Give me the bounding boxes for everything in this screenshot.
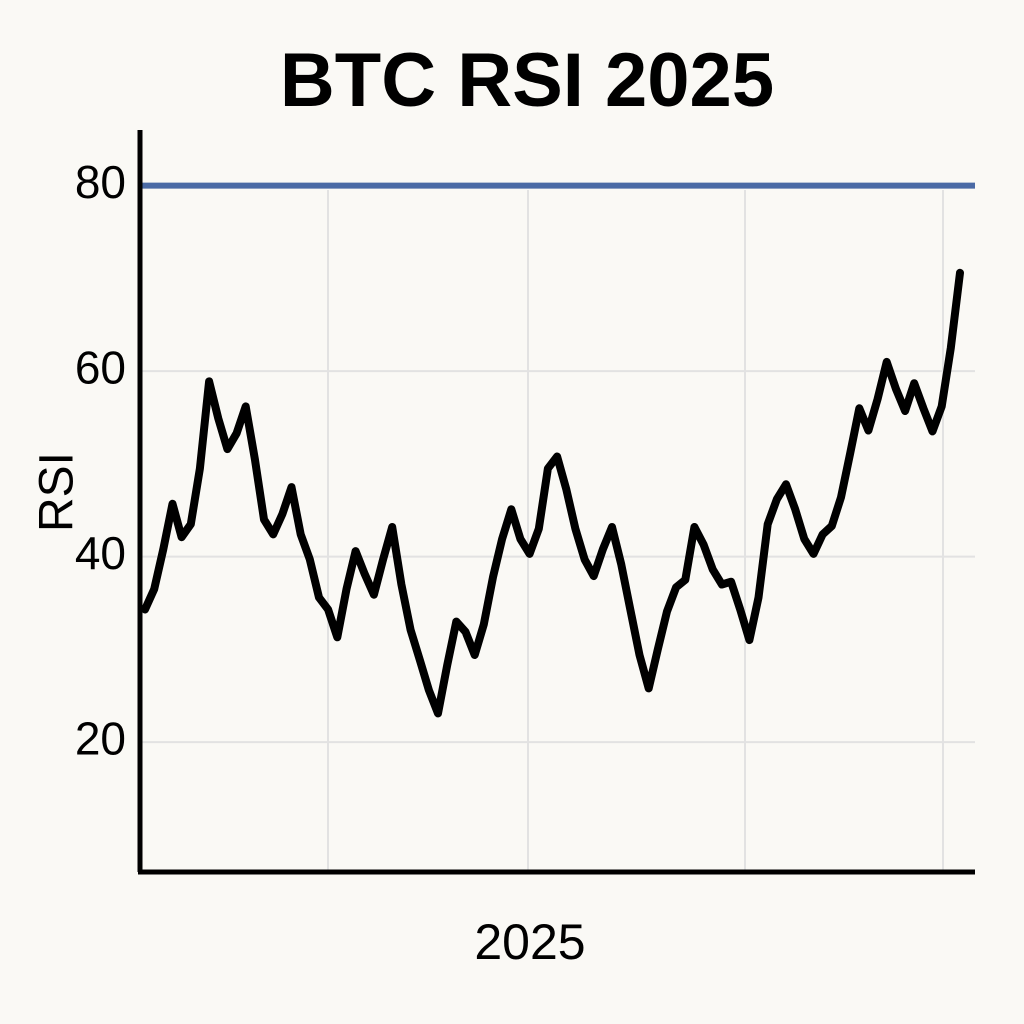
- x-axis-label: 2025: [474, 914, 585, 970]
- y-tick-label: 60: [75, 341, 126, 393]
- y-tick-label: 40: [75, 527, 126, 579]
- y-axis-label: RSI: [31, 452, 84, 532]
- vertical-grid: [327, 190, 944, 870]
- y-tick-label: 80: [75, 156, 126, 208]
- chart-title: BTC RSI 2025: [280, 38, 774, 123]
- y-tick-label: 20: [75, 712, 126, 764]
- data-line: [141, 268, 964, 718]
